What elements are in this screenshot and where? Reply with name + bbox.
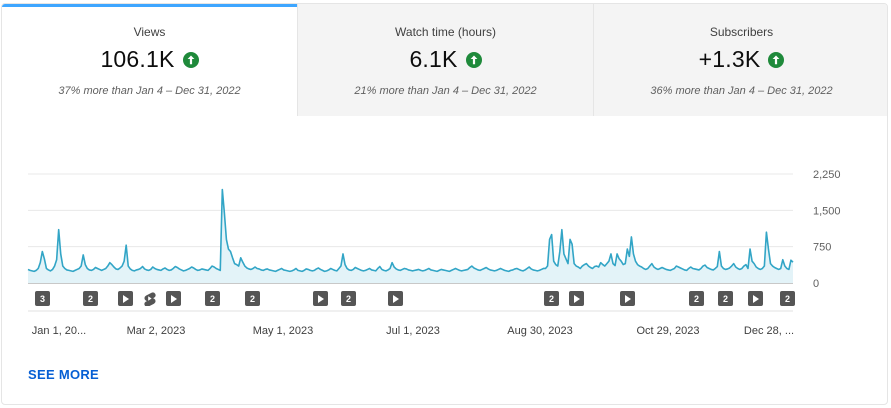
tab-views-title: Views [133, 25, 166, 39]
views-chart-svg: 2,250 1,500 750 0 Jan 1, 20... Mar 2, 2023 May… [27, 169, 841, 337]
tab-views-value: 106.1K [100, 46, 175, 72]
tab-subscribers-comparison: 36% more than Jan 4 – Dec 31, 2022 [650, 85, 833, 97]
y-tick-label: 0 [813, 278, 819, 290]
x-tick-label: Jul 1, 2023 [386, 325, 440, 337]
video-play-marker-icon[interactable] [166, 291, 181, 306]
x-tick-label: Mar 2, 2023 [127, 325, 186, 337]
video-play-marker-icon[interactable] [748, 291, 763, 306]
see-more-link[interactable]: SEE MORE [28, 367, 100, 382]
analytics-card: Views 106.1K 37% more than Jan 4 – Dec 3… [1, 3, 888, 405]
views-chart: 2,250 1,500 750 0 Jan 1, 20... Mar 2, 2023 May… [2, 116, 887, 346]
x-tick-label: Oct 29, 2023 [637, 325, 700, 337]
tab-subscribers-title: Subscribers [709, 25, 774, 39]
video-play-marker-icon[interactable] [620, 291, 635, 306]
shorts-marker-icon[interactable] [142, 291, 157, 306]
tab-subscribers-value: +1.3K [698, 46, 761, 72]
tab-watch-time-value: 6.1K [409, 46, 458, 72]
metric-tabs: Views 106.1K 37% more than Jan 4 – Dec 3… [2, 4, 887, 116]
video-count-marker[interactable]: 3 [35, 291, 50, 306]
video-play-marker-icon[interactable] [569, 291, 584, 306]
video-count-marker[interactable]: 2 [780, 291, 795, 306]
views-line[interactable] [27, 188, 794, 273]
tab-watch-time-title: Watch time (hours) [395, 25, 496, 39]
x-tick-label: Jan 1, 20... [32, 325, 86, 337]
x-tick-label: May 1, 2023 [253, 325, 314, 337]
tab-watch-time[interactable]: Watch time (hours) 6.1K 21% more than Ja… [298, 4, 594, 116]
x-tick-label: Dec 28, ... [744, 325, 794, 337]
arrow-up-circle-icon [768, 51, 785, 68]
video-count-marker[interactable]: 2 [205, 291, 220, 306]
video-count-marker[interactable]: 2 [83, 291, 98, 306]
tab-watch-time-comparison: 21% more than Jan 4 – Dec 31, 2022 [354, 85, 537, 97]
x-tick-label: Aug 30, 2023 [507, 325, 572, 337]
video-play-marker-icon[interactable] [313, 291, 328, 306]
video-count-marker[interactable]: 2 [544, 291, 559, 306]
y-tick-label: 2,250 [813, 169, 841, 181]
video-count-marker[interactable]: 2 [718, 291, 733, 306]
tab-views[interactable]: Views 106.1K 37% more than Jan 4 – Dec 3… [2, 4, 298, 116]
video-play-marker-icon[interactable] [388, 291, 403, 306]
video-count-marker[interactable]: 2 [689, 291, 704, 306]
tab-subscribers[interactable]: Subscribers +1.3K 36% more than Jan 4 – … [594, 4, 887, 116]
views-area [28, 189, 793, 283]
y-tick-label: 1,500 [813, 205, 841, 217]
arrow-up-circle-icon [182, 51, 199, 68]
tab-views-comparison: 37% more than Jan 4 – Dec 31, 2022 [58, 85, 241, 97]
video-count-marker[interactable]: 2 [245, 291, 260, 306]
y-tick-label: 750 [813, 242, 831, 254]
video-count-marker[interactable]: 2 [341, 291, 356, 306]
video-play-marker-icon[interactable] [118, 291, 133, 306]
arrow-up-circle-icon [465, 51, 482, 68]
